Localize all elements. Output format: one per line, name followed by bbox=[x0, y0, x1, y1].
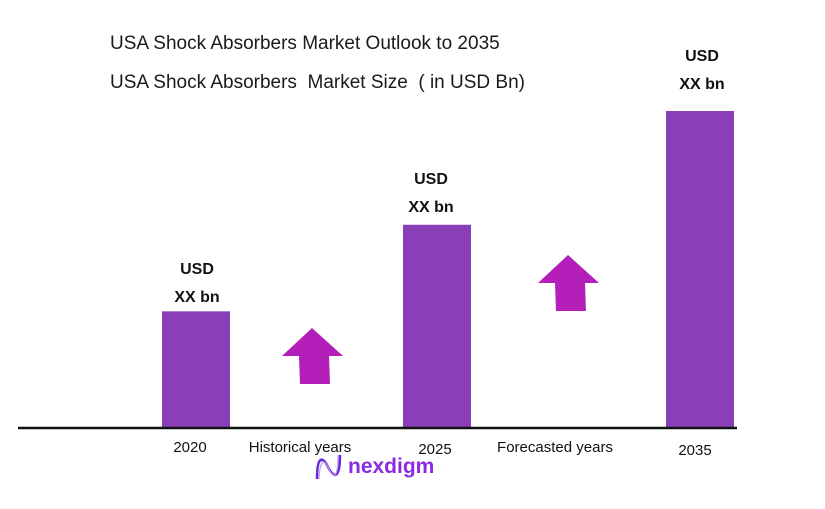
chart-subtitle: USA Shock Absorbers Market Size ( in USD… bbox=[110, 72, 525, 93]
forecasted-years-label: Forecasted years bbox=[497, 439, 613, 456]
data-label-value: XX bn bbox=[679, 76, 725, 93]
x-tick-label-2025: 2025 bbox=[418, 441, 452, 458]
logo-text: nexdigm bbox=[348, 455, 435, 478]
bar-2025 bbox=[403, 224, 471, 427]
data-label-currency: USD bbox=[414, 171, 448, 188]
bar-2020 bbox=[162, 311, 230, 427]
data-label-value: XX bn bbox=[408, 199, 454, 216]
logo-wave-icon bbox=[315, 454, 342, 480]
data-label-value: XX bn bbox=[174, 289, 220, 306]
x-tick-label-2020: 2020 bbox=[173, 439, 207, 456]
data-label-2025: USD XX bn bbox=[408, 166, 453, 222]
up-arrow-icon bbox=[282, 328, 343, 384]
chart-title: USA Shock Absorbers Market Outlook to 20… bbox=[110, 33, 500, 54]
data-label-2020: USD XX bn bbox=[174, 256, 219, 312]
data-label-currency: USD bbox=[180, 261, 214, 278]
x-tick-label-2035: 2035 bbox=[678, 442, 712, 459]
up-arrow-icon bbox=[538, 255, 599, 311]
nexdigm-logo: nexdigm bbox=[314, 452, 434, 482]
bar-2035 bbox=[666, 111, 734, 427]
data-label-2035: USD XX bn bbox=[679, 43, 724, 99]
historical-years-label: Historical years bbox=[248, 439, 352, 456]
data-label-currency: USD bbox=[685, 48, 719, 65]
